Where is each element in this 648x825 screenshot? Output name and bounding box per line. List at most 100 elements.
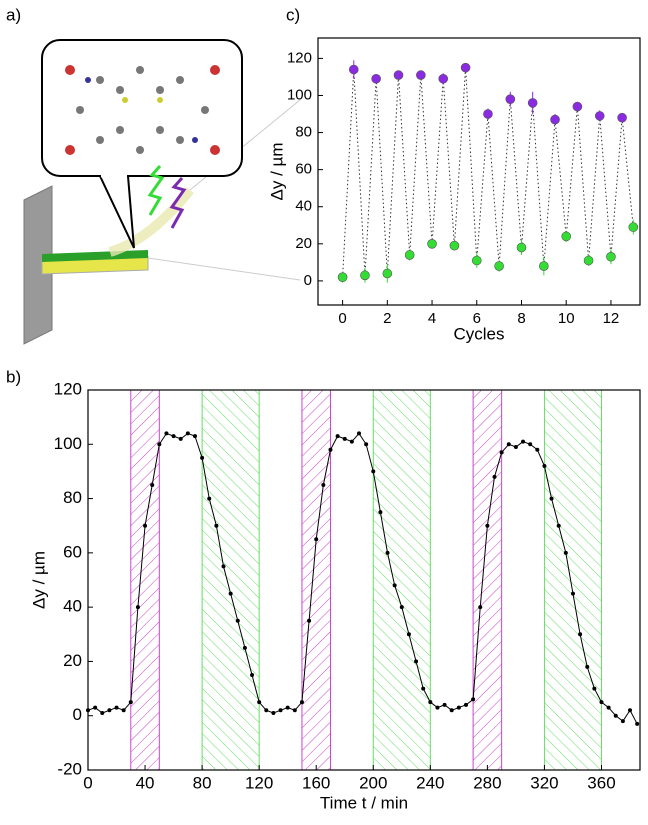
point [483,109,493,119]
point [121,708,126,713]
y-axis-label: Δy / µm [267,143,286,201]
connector [342,69,355,278]
point [583,255,594,266]
point [613,713,618,718]
point [307,618,312,623]
connector [476,113,489,261]
connector [364,78,377,276]
point [86,708,90,713]
x-tick-label: 0 [338,310,346,327]
panel-label: a) [6,5,21,24]
point [114,705,119,710]
connector [554,119,567,237]
point [427,239,437,249]
x-tick-label: 280 [473,773,501,792]
point [521,439,526,444]
x-axis-label: Cycles [453,324,504,343]
point [527,98,538,108]
illumination-interval [201,389,260,771]
connector [465,67,478,261]
x-tick-label: 200 [359,773,387,792]
connector [353,69,366,276]
illumination-interval [301,389,331,771]
point [392,583,397,588]
point [585,664,590,669]
point [337,272,348,282]
point [192,434,197,439]
y-tick-label: 100 [287,86,312,103]
y-tick-label: 20 [63,651,82,670]
point [505,94,516,104]
point [592,686,597,691]
point [378,510,383,515]
point [506,442,511,447]
point [556,523,561,528]
point [371,73,381,84]
point [406,632,411,637]
connector [520,102,534,248]
point [549,496,554,501]
connector [532,102,545,267]
panel-label: b) [6,367,21,386]
plot-frame [317,37,641,306]
point [264,708,269,713]
point [570,591,575,596]
point [348,64,359,75]
point [628,222,639,232]
point [561,231,572,242]
x-tick-label: 4 [428,310,436,327]
x-axis-label: Time t / min [320,793,408,812]
connector [386,75,399,274]
point [228,591,233,596]
connector [409,75,422,255]
point [516,242,527,253]
y-tick-label: 0 [304,272,312,289]
point [438,73,449,84]
y-tick-label: 0 [73,705,82,724]
connector [588,115,601,261]
illumination-interval [372,389,431,771]
y-tick-label: 120 [287,49,312,66]
connector [398,75,411,255]
y-tick-label: 40 [63,597,82,616]
point [207,496,212,501]
panel-label: c) [286,5,300,24]
connector [610,117,623,257]
point [278,708,283,713]
point [349,439,354,444]
y-tick-label: 80 [295,124,312,141]
point [157,442,162,447]
x-tick-label: 0 [83,773,92,792]
y-tick-label: 80 [63,488,82,507]
point [572,101,583,112]
point [185,431,190,436]
y-tick-label: 20 [295,235,312,252]
point [620,719,625,724]
x-tick-label: 8 [517,310,525,327]
point [321,483,326,487]
connector [565,106,578,237]
point [292,708,297,713]
connector [599,115,612,257]
connector [543,119,556,267]
point [528,442,533,447]
point [535,447,540,452]
point [357,431,362,436]
point [460,62,471,73]
y-tick-label: 100 [54,434,82,453]
point [364,442,369,447]
point [456,705,461,710]
point [399,605,404,610]
x-tick-label: 240 [416,773,444,792]
point [342,436,347,441]
point [393,70,404,80]
connector [420,75,433,244]
point [150,483,155,487]
x-tick-label: 6 [473,310,481,327]
point [235,618,240,623]
point [299,700,304,705]
connector [442,78,455,246]
point [471,255,482,266]
point [513,445,518,449]
